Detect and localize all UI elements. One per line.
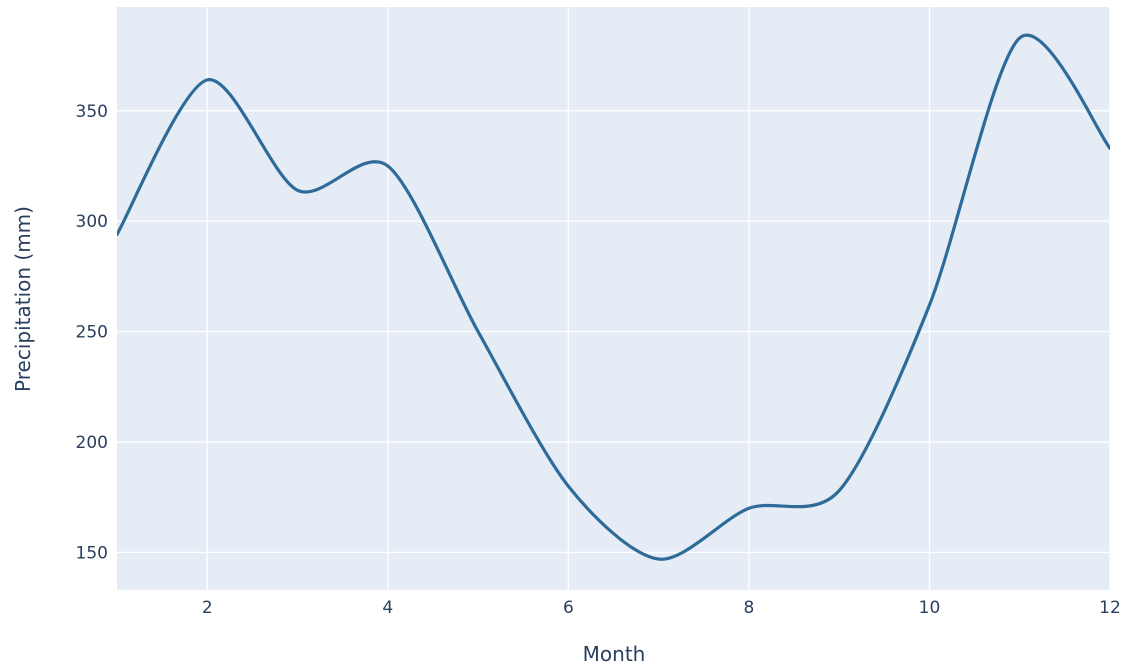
y-tick-label: 200 [76,433,108,453]
y-tick-label: 150 [76,543,108,563]
x-tick-label: 12 [1099,598,1121,618]
y-axis-title: Precipitation (mm) [11,206,35,392]
y-tick-label: 350 [76,102,108,122]
x-tick-label: 4 [382,598,393,618]
plot-background [117,7,1110,590]
x-tick-label: 10 [919,598,941,618]
x-tick-label: 2 [202,598,213,618]
grid [117,7,1111,590]
series-line [117,33,1110,561]
x-axis-title: Month [583,642,646,666]
y-tick-label: 250 [76,323,108,343]
x-tick-label: 8 [743,598,754,618]
series-group [117,33,1110,561]
x-tick-label: 6 [563,598,574,618]
tick-labels: 2 4 6 8 10 12 150 200 250 300 350 [76,102,1121,618]
y-tick-label: 300 [76,212,108,232]
